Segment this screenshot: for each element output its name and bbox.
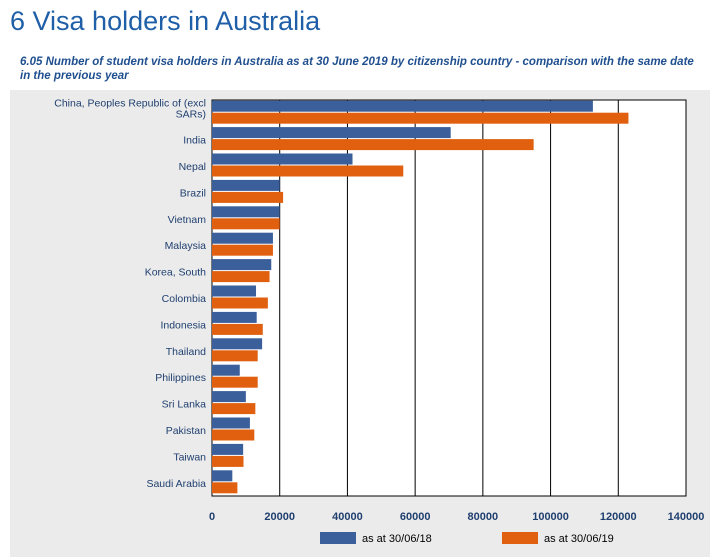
axis-layer: 0 20000 40000 60000 80000 100000 120000 140000 [209,511,704,523]
category-label: Sri Lanka [162,399,207,411]
category-label: Pakistan [166,425,206,437]
bar [212,285,257,297]
category-label: Malaysia [165,240,207,252]
bar [212,376,258,388]
bar [212,139,534,151]
x-tick-label: 0 [209,511,215,523]
bar [212,364,240,376]
bar [212,232,273,244]
bar [212,271,270,283]
bar [212,179,280,191]
category-label: Colombia [162,293,207,305]
x-tick-label: 80000 [468,511,499,523]
bar-layer [212,100,629,494]
category-label: Nepal [179,161,206,173]
bar [212,206,280,218]
bar [212,259,272,271]
bar [212,417,250,429]
page-title: 6 Visa holders in Australia [10,6,321,36]
bar [212,297,268,309]
bar [212,127,451,139]
bar [212,165,404,177]
bar-chart: 0 20000 40000 60000 80000 100000 120000 140000 … [54,98,704,545]
chart-panel: 0 20000 40000 60000 80000 100000 120000 140000 … [10,90,710,557]
bar [212,403,256,415]
bar [212,429,255,441]
bar [212,153,353,165]
category-label: India [183,135,206,147]
x-tick-label: 60000 [400,511,431,523]
category-label: Indonesia [160,319,206,331]
x-tick-label: 120000 [600,511,637,523]
bar [212,482,238,494]
category-label: Thailand [166,346,206,358]
category-label: Brazil [180,187,206,199]
bar [212,191,284,203]
x-tick-label: 40000 [332,511,363,523]
bar [212,443,244,455]
category-label: SARs) [176,109,206,121]
bar [212,455,244,467]
bar [212,218,280,230]
bar [212,311,257,323]
bar [212,323,263,335]
x-tick-label: 20000 [264,511,295,523]
category-label: Taiwan [173,451,206,463]
chart-subtitle: 6.05 Number of student visa holders in A… [20,56,694,82]
bar [212,391,246,403]
category-label: Vietnam [168,214,207,226]
legend-label: as at 30/06/19 [544,533,614,545]
category-label: Korea, South [145,267,206,279]
legend: as at 30/06/18 as at 30/06/19 [320,532,614,545]
bar [212,100,593,112]
category-label: Philippines [155,372,206,384]
x-tick-label: 100000 [532,511,569,523]
legend-swatch [502,532,538,544]
bar [212,338,263,350]
bar [212,244,273,256]
category-label: China, Peoples Republic of (excl [54,98,206,110]
bar [212,350,258,362]
legend-swatch [320,532,356,544]
bar [212,112,629,124]
bar [212,470,233,482]
legend-label: as at 30/06/18 [362,533,432,545]
category-label: Saudi Arabia [146,478,206,490]
x-tick-label: 140000 [668,511,705,523]
